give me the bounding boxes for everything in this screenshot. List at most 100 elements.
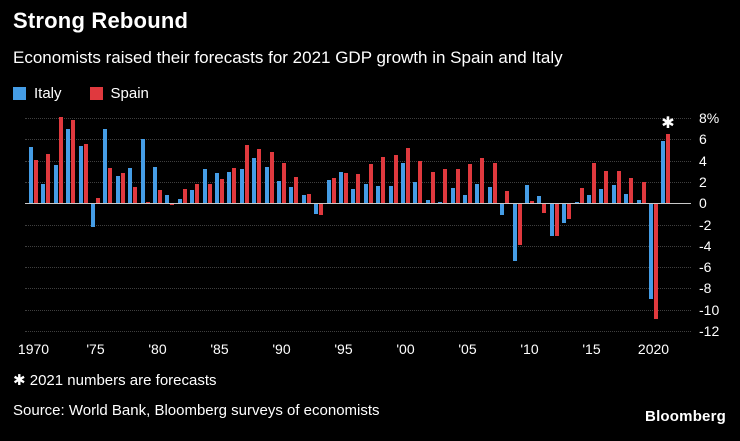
y-axis-tick-label: -6 — [699, 259, 712, 276]
bar-italy-1993 — [314, 204, 319, 214]
bar-italy-1978 — [128, 168, 133, 204]
bar-spain-1998 — [381, 157, 386, 204]
legend-item-italy: Italy — [13, 85, 62, 102]
bar-spain-1983 — [195, 184, 200, 204]
bar-italy-1989 — [264, 166, 269, 204]
bar-italy-1998 — [376, 186, 381, 204]
bar-spain-2005 — [468, 163, 472, 204]
x-axis-tick-label: '15 — [582, 341, 601, 357]
y-axis-tick-label: -2 — [699, 216, 712, 233]
bar-italy-1982 — [177, 198, 182, 204]
bar-spain-2017 — [616, 171, 621, 204]
bar-italy-1974 — [78, 145, 83, 204]
bar-spain-2007 — [492, 162, 497, 204]
bar-spain-1975 — [96, 197, 100, 204]
bar-spain-2013 — [567, 204, 572, 220]
bar-spain-1980 — [158, 190, 162, 204]
bar-italy-2014 — [574, 202, 579, 204]
bar-italy-2001 — [413, 181, 418, 204]
bar-italy-1976 — [103, 128, 108, 204]
x-axis-tick-label: '00 — [396, 341, 415, 357]
grid-line — [25, 267, 691, 269]
y-axis-tick-label: -10 — [699, 301, 720, 318]
bar-spain-2021 — [666, 133, 671, 204]
italy-swatch-icon — [13, 87, 26, 100]
x-axis-tick-label: 1970 — [17, 341, 50, 357]
bar-spain-1995 — [344, 173, 348, 204]
bar-italy-2019 — [636, 200, 641, 204]
bar-spain-2004 — [455, 169, 460, 204]
bar-spain-1979 — [145, 202, 150, 204]
bar-spain-1977 — [120, 173, 125, 204]
bar-italy-2004 — [450, 188, 455, 204]
bar-spain-1988 — [257, 148, 262, 204]
bar-spain-1974 — [83, 143, 88, 204]
y-axis-tick-label: 2 — [699, 173, 707, 190]
bar-italy-2005 — [463, 194, 467, 204]
bar-italy-1990 — [277, 180, 281, 204]
bar-spain-1976 — [108, 168, 113, 204]
x-axis-tick-label: '10 — [520, 341, 539, 357]
x-axis-tick-label: 2020 — [637, 341, 670, 357]
grid-line — [25, 288, 691, 290]
bar-spain-1982 — [182, 189, 187, 204]
bar-italy-1992 — [301, 194, 306, 204]
bar-italy-2017 — [611, 185, 616, 204]
bar-spain-1984 — [207, 184, 212, 204]
bloomberg-logo: Bloomberg — [645, 408, 726, 425]
bar-spain-2014 — [579, 188, 584, 204]
bar-spain-1978 — [133, 187, 138, 204]
bar-spain-1989 — [269, 152, 274, 204]
bar-italy-2016 — [599, 189, 604, 204]
bar-italy-1981 — [165, 194, 170, 204]
bar-spain-2012 — [554, 204, 559, 237]
y-axis-tick-label: 8% — [699, 110, 720, 126]
bar-italy-1986 — [227, 172, 232, 204]
zero-baseline — [25, 203, 691, 205]
bar-italy-2012 — [549, 204, 554, 237]
y-axis-tick-label: 4 — [699, 152, 707, 169]
bar-spain-2003 — [443, 169, 448, 204]
bar-italy-1977 — [115, 175, 120, 204]
bar-spain-2000 — [406, 147, 410, 204]
bar-spain-1990 — [282, 162, 286, 204]
bar-spain-2008 — [505, 191, 510, 204]
bar-spain-1993 — [319, 204, 324, 215]
bar-italy-2009 — [512, 204, 517, 261]
bar-italy-2006 — [475, 184, 480, 204]
y-axis-tick-label: -8 — [699, 280, 712, 297]
bar-spain-2019 — [641, 181, 646, 204]
grid-line — [25, 224, 691, 226]
bar-italy-1999 — [388, 186, 393, 204]
legend: Italy Spain — [13, 85, 149, 102]
bar-italy-1985 — [215, 173, 219, 204]
bar-spain-1991 — [294, 176, 299, 204]
bar-spain-2020 — [654, 204, 658, 320]
bar-spain-1997 — [368, 163, 373, 204]
legend-label-spain: Spain — [110, 85, 149, 102]
footnote: ✱ 2021 numbers are forecasts — [13, 372, 217, 389]
chart-subtitle: Economists raised their forecasts for 20… — [13, 48, 563, 67]
bar-italy-2002 — [425, 200, 430, 204]
bar-italy-1991 — [289, 187, 294, 204]
legend-label-italy: Italy — [34, 85, 62, 102]
bar-italy-2008 — [500, 204, 505, 215]
x-axis-tick-label: '95 — [334, 341, 353, 357]
grid-line — [25, 160, 691, 162]
bar-italy-1975 — [91, 204, 95, 227]
bar-italy-2021 — [661, 141, 666, 204]
bar-italy-1972 — [53, 164, 58, 204]
bar-spain-1985 — [220, 178, 224, 204]
bar-italy-2003 — [438, 202, 443, 204]
grid-line — [25, 309, 691, 311]
bar-italy-2013 — [562, 204, 567, 224]
bar-spain-1987 — [244, 144, 249, 204]
y-axis-tick-label: -12 — [699, 323, 720, 339]
bar-italy-1984 — [202, 169, 207, 204]
x-axis-tick-label: '90 — [272, 341, 291, 357]
bar-italy-1988 — [252, 158, 257, 204]
bar-spain-2016 — [604, 171, 609, 204]
bar-italy-1987 — [239, 169, 244, 204]
y-axis-tick-label: 0 — [699, 195, 707, 212]
spain-swatch-icon — [89, 87, 103, 100]
